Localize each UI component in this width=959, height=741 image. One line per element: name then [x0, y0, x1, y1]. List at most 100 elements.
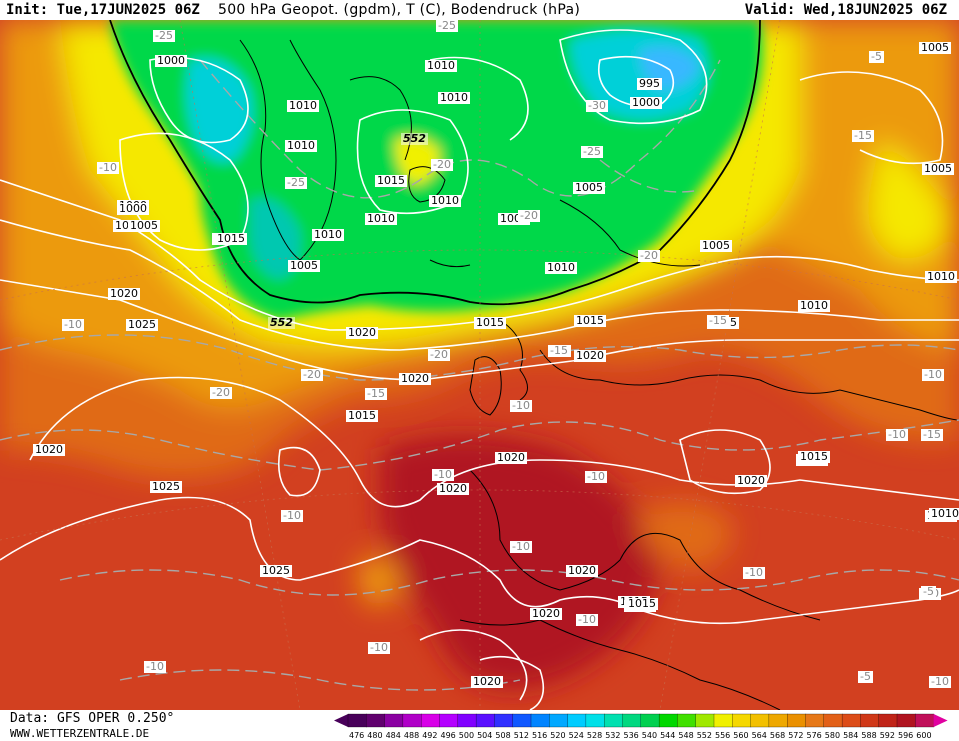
- legend-tick-label: 588: [861, 731, 876, 740]
- legend-swatch: [658, 713, 678, 728]
- chart-title: 500 hPa Geopot. (gpdm), T (C), Bodendruc…: [218, 2, 581, 18]
- legend-swatch: [549, 713, 569, 728]
- chart-footer: Data: GFS OPER 0.250° WWW.WETTERZENTRALE…: [0, 710, 959, 741]
- temperature-label: -20: [431, 158, 453, 171]
- legend-swatch: [713, 713, 733, 728]
- pressure-label: 1010: [312, 228, 344, 241]
- legend-tick-label: 552: [697, 731, 712, 740]
- pressure-label: 1020: [33, 443, 65, 456]
- legend-swatch: [640, 713, 660, 728]
- temperature-label: -15: [548, 344, 570, 357]
- legend-swatch: [823, 713, 843, 728]
- pressure-label: 1020: [566, 564, 598, 577]
- legend-swatch: [457, 713, 477, 728]
- legend-swatch: [512, 713, 532, 728]
- temperature-label: -10: [97, 161, 119, 174]
- pressure-label: 1005: [922, 162, 954, 175]
- temperature-label: -5: [858, 670, 873, 683]
- temperature-label: -10: [929, 675, 951, 688]
- legend-tick-label: 508: [495, 731, 510, 740]
- legend-swatch: [402, 713, 422, 728]
- legend-tick-label: 524: [569, 731, 584, 740]
- pressure-label: 1015: [346, 409, 378, 422]
- temperature-label: -10: [510, 399, 532, 412]
- legend-swatch: [677, 713, 697, 728]
- pressure-label: 1010: [798, 299, 830, 312]
- temperature-label: -25: [153, 29, 175, 42]
- legend-swatch: [841, 713, 861, 728]
- pressure-label: 1005: [919, 41, 951, 54]
- temperature-label: -20: [518, 209, 540, 222]
- legend-swatch: [878, 713, 898, 728]
- temperature-label: -25: [436, 20, 458, 32]
- legend-swatch: [567, 713, 587, 728]
- legend-tick-label: 520: [550, 731, 565, 740]
- legend-swatch: [530, 713, 550, 728]
- legend-swatch: [768, 713, 788, 728]
- temperature-label: -15: [707, 314, 729, 327]
- legend-tick-label: 568: [770, 731, 785, 740]
- legend-tick-label: 580: [825, 731, 840, 740]
- legend-tick-label: 496: [441, 731, 456, 740]
- legend-tick-label: 484: [386, 731, 401, 740]
- valid-time: Valid: Wed,18JUN2025 06Z: [744, 2, 947, 18]
- legend-tick-label: 516: [532, 731, 547, 740]
- height-label: 552: [268, 316, 295, 329]
- legend-swatch: [622, 713, 642, 728]
- legend-tick-label: 592: [880, 731, 895, 740]
- legend-tick-label: 528: [587, 731, 602, 740]
- legend-swatch: [494, 713, 514, 728]
- legend-tick-label: 556: [715, 731, 730, 740]
- legend-tick-label: 548: [678, 731, 693, 740]
- legend-swatch: [439, 713, 459, 728]
- legend-tick-label: 600: [916, 731, 931, 740]
- temperature-label: -10: [886, 428, 908, 441]
- coastlines: [239, 39, 959, 710]
- legend-tick-label: 492: [422, 731, 437, 740]
- color-legend: 476 480 484 488 492 496 500 504 508 512 516 520 524 5…: [334, 713, 948, 740]
- temperature-label: -10: [432, 468, 454, 481]
- pressure-label: 1005: [573, 181, 605, 194]
- legend-swatch: [347, 713, 367, 728]
- temperature-label: -10: [743, 566, 765, 579]
- legend-swatch: [732, 713, 752, 728]
- pressure-label: 1010: [365, 212, 397, 225]
- pressure-label: 1015: [626, 597, 658, 610]
- temperature-label: -15: [921, 428, 943, 441]
- temperature-label: -30: [586, 99, 608, 112]
- pressure-label: 1000: [630, 96, 662, 109]
- temperature-label: -25: [581, 145, 603, 158]
- temperature-label: -10: [368, 641, 390, 654]
- pressure-label: 1020: [108, 287, 140, 300]
- pressure-label: 1020: [530, 607, 562, 620]
- legend-tick-label: 544: [660, 731, 675, 740]
- pressure-label: 1020: [735, 474, 767, 487]
- pressure-label: 1015: [798, 450, 830, 463]
- temperature-label: -20: [210, 386, 232, 399]
- legend-tick-label: 540: [642, 731, 657, 740]
- legend-tick-label: 536: [624, 731, 639, 740]
- legend-swatch: [915, 713, 935, 728]
- pressure-label: 1020: [574, 349, 606, 362]
- pressure-label: 1010: [545, 261, 577, 274]
- legend-tick-label: 480: [367, 731, 382, 740]
- legend-tick-label: 576: [807, 731, 822, 740]
- temperature-label: -15: [852, 129, 874, 142]
- pressure-label: 1025: [150, 480, 182, 493]
- legend-tick-label: 504: [477, 731, 492, 740]
- pressure-label: 1000: [117, 202, 149, 215]
- pressure-label: 1005: [128, 219, 160, 232]
- pressure-label: 1005: [700, 239, 732, 252]
- temperature-label: -20: [638, 249, 660, 262]
- temperature-label: -5: [921, 585, 936, 598]
- lat-lon-grid: [0, 20, 959, 710]
- pressure-label: 1015: [474, 316, 506, 329]
- legend-tick-label: 500: [459, 731, 474, 740]
- pressure-label: 1020: [471, 675, 503, 688]
- pressure-label: 1000: [155, 54, 187, 67]
- chart-header: Init: Tue,17JUN2025 06Z 500 hPa Geopot. …: [0, 0, 959, 20]
- pressure-label: 1025: [260, 564, 292, 577]
- legend-swatch: [604, 713, 624, 728]
- legend-swatch: [787, 713, 807, 728]
- temperature-label: -10: [281, 509, 303, 522]
